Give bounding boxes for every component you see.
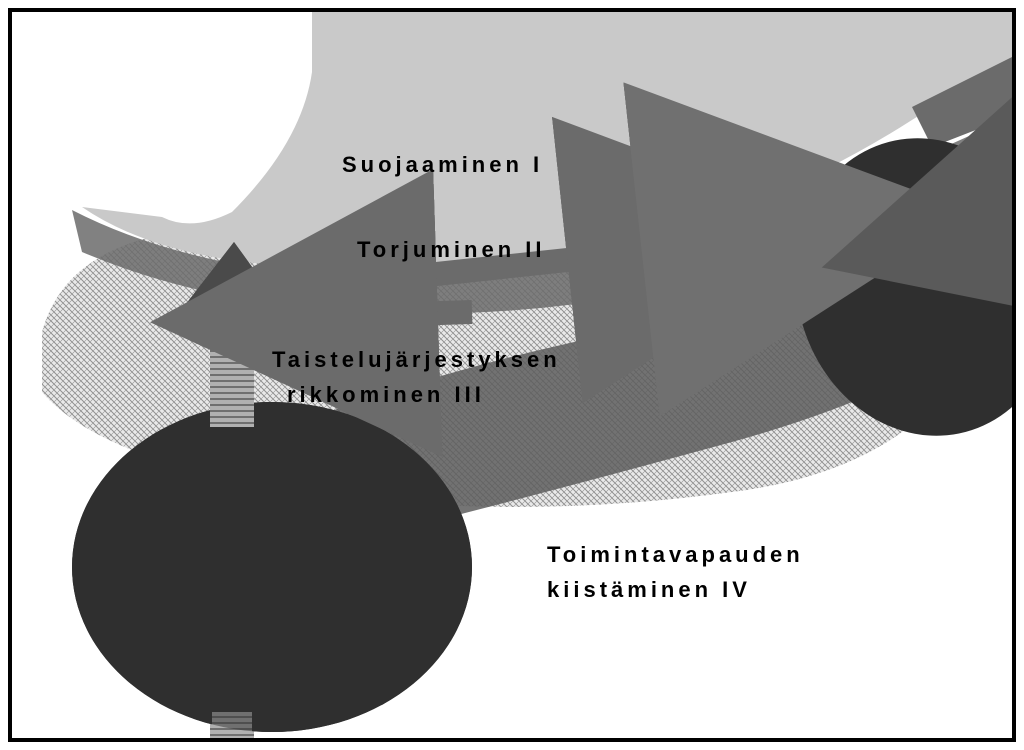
diagram-svg	[12, 12, 1012, 738]
arrow-vertical-tail-faint	[212, 712, 252, 738]
arrow-horizontal-left	[222, 312, 472, 320]
label-zone3-line2: rikkominen III	[287, 382, 485, 408]
label-zone2: Torjuminen II	[357, 237, 545, 263]
label-zone3-line1: Taistelujärjestyksen	[272, 347, 561, 373]
arrow-into-right-ellipse	[782, 222, 892, 234]
diagram-frame: Suojaaminen I Torjuminen II Taistelujärj…	[8, 8, 1016, 742]
ellipse-left-overlay	[72, 402, 472, 732]
label-zone4-line2: kiistäminen IV	[547, 577, 751, 603]
label-zone4-line1: Toimintavapauden	[547, 542, 804, 568]
label-zone1: Suojaaminen I	[342, 152, 543, 178]
